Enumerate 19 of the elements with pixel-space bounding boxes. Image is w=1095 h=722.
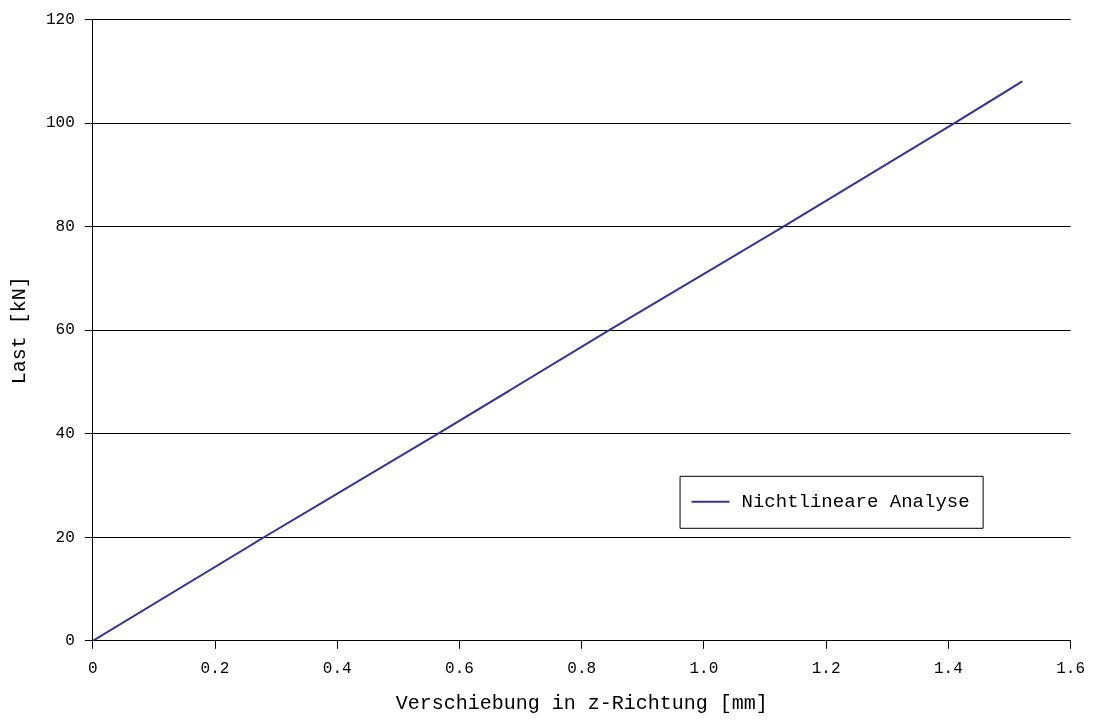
- x-tick-label: 0: [88, 659, 98, 678]
- x-tick-label: 1.4: [933, 659, 963, 678]
- x-tick-label: 1.0: [689, 659, 719, 678]
- y-tick-label: 40: [55, 424, 75, 443]
- x-tick-label: 0.6: [445, 659, 474, 678]
- y-tick-label: 60: [55, 321, 75, 340]
- x-tick-label: 1.6: [1056, 659, 1085, 678]
- y-tick-label: 120: [45, 10, 75, 29]
- y-tick-label: 20: [55, 528, 75, 547]
- legend-label: Nichtlineare Analyse: [741, 490, 970, 513]
- y-axis-title: Last [kN]: [8, 276, 32, 385]
- y-tick-label: 0: [65, 632, 75, 651]
- y-tick-label: 80: [55, 217, 75, 236]
- y-tick-label: 100: [45, 114, 75, 133]
- x-tick-label: 0.8: [567, 659, 597, 678]
- x-tick-label: 0.4: [322, 659, 352, 678]
- x-tick-label: 0.2: [200, 659, 230, 678]
- x-tick-label: 1.2: [811, 659, 841, 678]
- x-axis-title: Verschiebung in z-Richtung [mm]: [395, 692, 768, 716]
